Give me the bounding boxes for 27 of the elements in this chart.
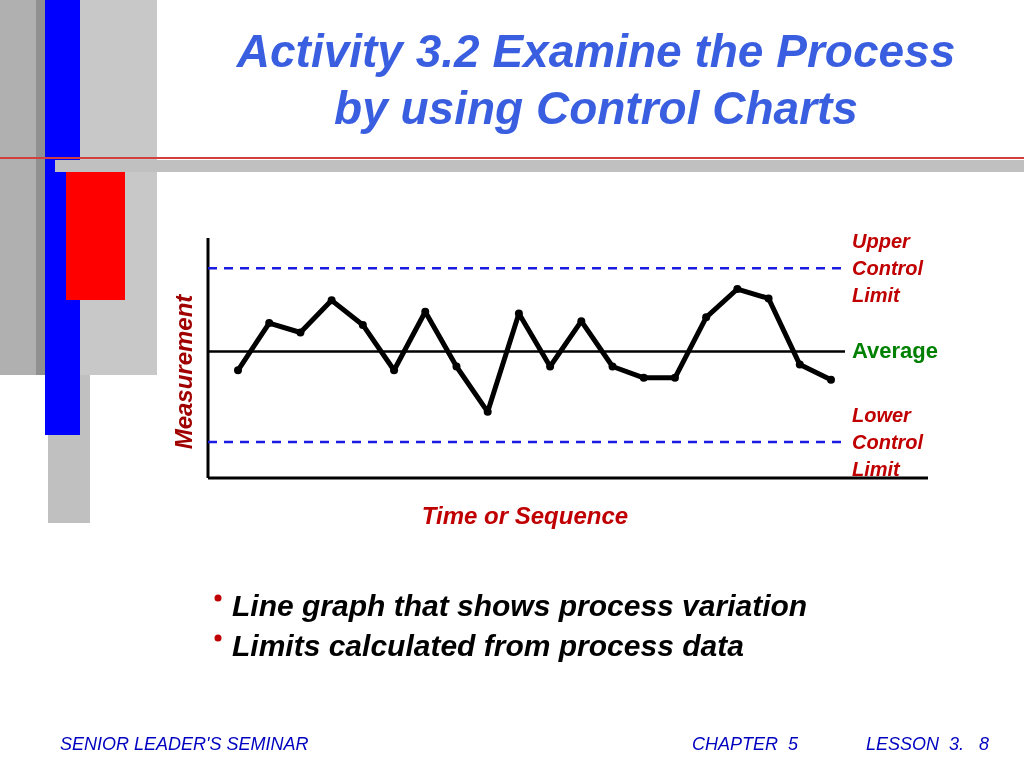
text: Limits calculated from process data (232, 629, 744, 662)
point (296, 328, 305, 337)
point (670, 373, 679, 382)
ref-line-label: Upper Control Limit (852, 230, 924, 307)
text: Line graph that shows process variation (232, 589, 808, 622)
chart-title: Activity 3.2 Examine the Process by using Control Charts (235, 25, 956, 134)
point (358, 320, 367, 329)
point (327, 296, 336, 305)
point (795, 360, 804, 369)
point (514, 309, 523, 318)
point (452, 362, 461, 371)
point (827, 375, 835, 384)
point (764, 294, 773, 303)
point (577, 317, 586, 326)
point (608, 362, 617, 371)
text: LESSON 3. 8 (866, 734, 990, 754)
point (234, 366, 242, 375)
x-axis-title: Time or Sequence (421, 502, 629, 529)
text: CHAPTER 5 (692, 734, 800, 754)
ref-line-label: Lower Control Limit (852, 404, 924, 481)
y-axis-title: Measurement (170, 293, 197, 450)
point (639, 373, 648, 382)
point (702, 313, 711, 322)
text: SENIOR LEADER'S SEMINAR (60, 734, 309, 754)
point (265, 319, 274, 328)
point (733, 285, 742, 294)
ref-line-label: Average (852, 338, 939, 364)
